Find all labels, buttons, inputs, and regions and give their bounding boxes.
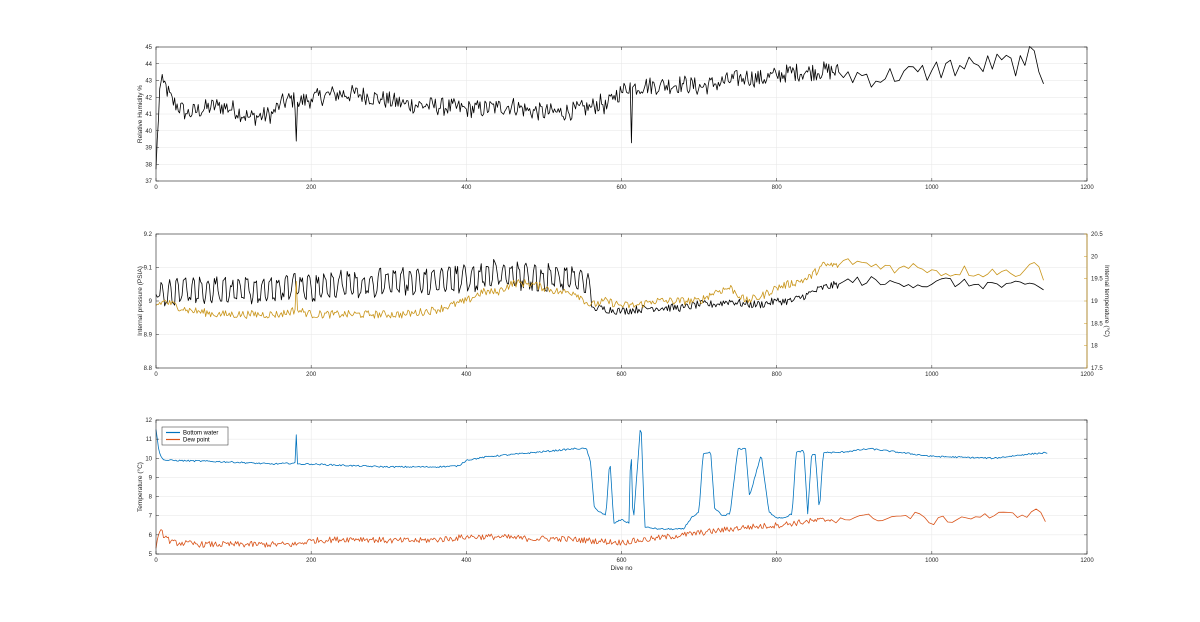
legend-box [161, 426, 229, 446]
x-tick-label: 0 [154, 372, 158, 378]
x-tick-label: 1000 [925, 372, 939, 378]
x-tick-label: 200 [306, 185, 317, 191]
y-tick-label: 9 [149, 475, 153, 481]
x-tick-label: 600 [616, 558, 627, 564]
y-tick-label: 9.2 [144, 232, 153, 238]
y-tick-label: 9 [149, 299, 153, 305]
y-tick-label: 43 [145, 79, 152, 85]
x-tick-label: 200 [306, 372, 317, 378]
panel-temperature: 0 200 400 600 800 1000 1200 5 6 7 8 9 10 11 12 Tempera… [136, 418, 1094, 572]
x-tick-label: 200 [306, 558, 317, 564]
x-tick-label: 400 [461, 558, 472, 564]
y2-axis-label: Internal temperature (°C) [1103, 265, 1111, 337]
y-tick-label: 7 [149, 514, 153, 520]
y-tick-label: 40 [145, 129, 152, 135]
x-tick-label: 400 [461, 185, 472, 191]
x-tick-label: 1000 [925, 185, 939, 191]
series-line-right-axis [155, 258, 1044, 319]
y-tick-label: 8 [149, 495, 153, 501]
panel-pressure-temperature: 0 200 400 600 800 1000 1200 8.8 8.9 9 9.1 9.2 17.5 18… [137, 232, 1111, 378]
x-tick-label: 600 [616, 185, 627, 191]
y-tick-label: 39 [145, 146, 152, 152]
y-tick-label: 10 [145, 456, 152, 462]
series-line-left-axis [155, 258, 1044, 315]
y2-tick-label: 17.5 [1091, 366, 1103, 372]
y-tick-label: 42 [145, 95, 152, 101]
y2-tick-label: 18.5 [1091, 321, 1103, 327]
y-axis-label: Temperature (°C) [136, 462, 144, 512]
y-tick-label: 12 [145, 418, 152, 424]
y-axis-label: Internal pressure (PSIA) [137, 266, 144, 336]
x-tick-label: 1200 [1080, 185, 1094, 191]
y-tick-label: 11 [146, 437, 153, 443]
y-tick-label: 44 [145, 62, 152, 68]
y2-tick-label: 20 [1091, 254, 1098, 260]
x-tick-label: 800 [772, 185, 783, 191]
y-tick-label: 5 [149, 552, 153, 558]
x-tick-label: 1000 [925, 558, 939, 564]
x-tick-label: 0 [154, 558, 158, 564]
y-tick-label: 8.8 [144, 366, 153, 372]
x-tick-label: 600 [616, 372, 627, 378]
y-tick-label: 38 [145, 162, 152, 168]
x-tick-label: 400 [461, 372, 472, 378]
legend: Bottom water Dew point [161, 426, 229, 446]
y-axis-label: Relative Humidity % [137, 85, 144, 143]
y-tick-label: 8.9 [144, 333, 153, 339]
y-tick-label: 37 [145, 179, 152, 185]
panel-humidity: 0 200 400 600 800 1000 1200373839404142434445 … [137, 45, 1094, 191]
y2-tick-label: 20.5 [1091, 232, 1103, 238]
series-line-left-axis [155, 46, 1044, 170]
series-line-bottom-water [155, 429, 1048, 531]
x-tick-label: 1200 [1080, 558, 1094, 564]
legend-label-bottom-water: Bottom water [183, 431, 218, 437]
y-tick-label: 41 [145, 112, 152, 118]
x-axis-label: Dive no [610, 565, 632, 572]
y2-tick-label: 18 [1091, 344, 1098, 350]
legend-label-dew-point: Dew point [183, 438, 210, 444]
x-tick-label: 0 [154, 185, 158, 191]
x-tick-label: 800 [772, 372, 783, 378]
y-tick-label: 45 [145, 45, 152, 51]
x-tick-label: 1200 [1080, 372, 1094, 378]
series-line-dew-point [155, 508, 1046, 549]
x-tick-label: 800 [772, 558, 783, 564]
y-tick-label: 9.1 [144, 266, 153, 272]
y2-tick-label: 19.5 [1091, 277, 1103, 283]
y-tick-label: 6 [149, 533, 153, 539]
y2-tick-label: 19 [1091, 299, 1098, 305]
